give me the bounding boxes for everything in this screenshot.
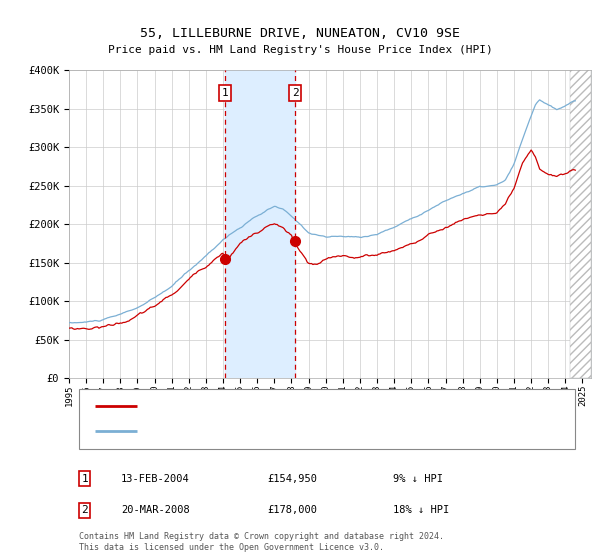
Text: Price paid vs. HM Land Registry's House Price Index (HPI): Price paid vs. HM Land Registry's House …	[107, 45, 493, 55]
Text: 55, LILLEBURNE DRIVE, NUNEATON, CV10 9SE: 55, LILLEBURNE DRIVE, NUNEATON, CV10 9SE	[140, 27, 460, 40]
Text: Contains HM Land Registry data © Crown copyright and database right 2024.
This d: Contains HM Land Registry data © Crown c…	[79, 533, 445, 552]
Text: 55, LILLEBURNE DRIVE, NUNEATON, CV10 9SE (detached house): 55, LILLEBURNE DRIVE, NUNEATON, CV10 9SE…	[150, 402, 485, 412]
Text: 13-FEB-2004: 13-FEB-2004	[121, 474, 190, 484]
Text: 2: 2	[81, 505, 88, 515]
Text: 1: 1	[81, 474, 88, 484]
Bar	[569, 70, 591, 378]
Text: HPI: Average price, detached house, Nuneaton and Bedworth: HPI: Average price, detached house, Nune…	[150, 426, 485, 436]
Text: 9% ↓ HPI: 9% ↓ HPI	[392, 474, 443, 484]
Bar	[225, 70, 295, 378]
FancyBboxPatch shape	[79, 389, 575, 449]
Text: 1: 1	[221, 88, 228, 98]
Text: 18% ↓ HPI: 18% ↓ HPI	[392, 505, 449, 515]
Text: 20-MAR-2008: 20-MAR-2008	[121, 505, 190, 515]
Text: £154,950: £154,950	[268, 474, 317, 484]
Text: 2: 2	[292, 88, 298, 98]
Text: £178,000: £178,000	[268, 505, 317, 515]
